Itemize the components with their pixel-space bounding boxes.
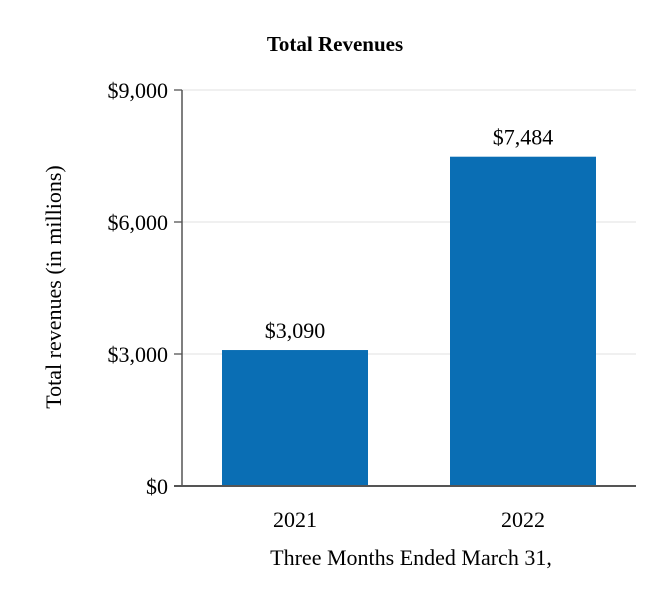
data-labels: $3,090 $7,484: [265, 125, 554, 343]
y-tick-label: $6,000: [108, 210, 169, 235]
x-tick-label: 2022: [501, 507, 545, 532]
y-tick-label: $0: [146, 474, 168, 499]
axes: [174, 90, 636, 487]
data-label: $3,090: [265, 318, 326, 343]
y-axis-title: Total revenues (in millions): [41, 165, 66, 408]
bars: [222, 156, 596, 487]
bar-2022: [450, 156, 596, 487]
x-tick-labels: 2021 2022: [273, 507, 545, 532]
bar-2021: [222, 350, 368, 486]
chart-title: Total Revenues: [267, 32, 403, 56]
y-tick-label: $9,000: [108, 78, 169, 103]
x-tick-label: 2021: [273, 507, 317, 532]
y-tick-label: $3,000: [108, 342, 169, 367]
x-axis-title: Three Months Ended March 31,: [270, 545, 552, 570]
data-label: $7,484: [493, 125, 554, 150]
y-tick-labels: $0 $3,000 $6,000 $9,000: [108, 78, 182, 499]
